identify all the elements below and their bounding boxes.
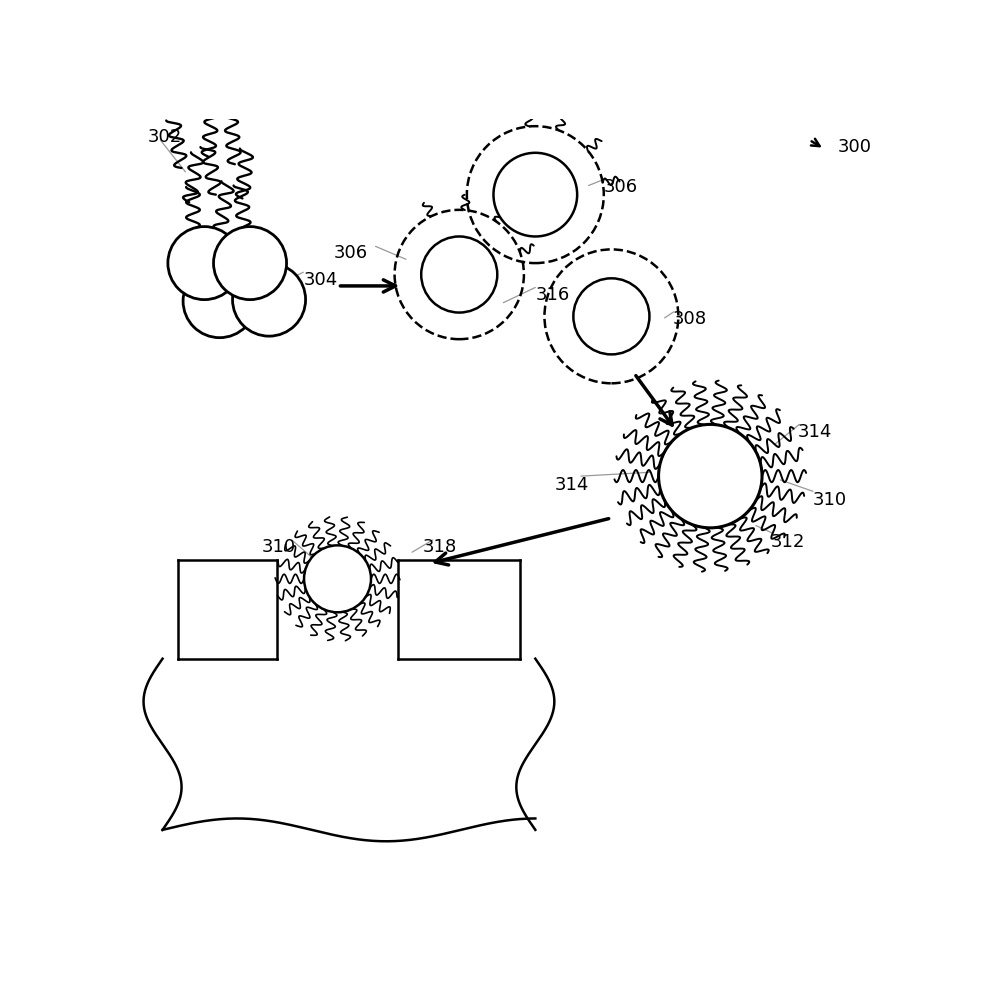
Circle shape [493, 153, 577, 236]
Circle shape [421, 236, 497, 312]
Circle shape [304, 545, 371, 613]
Text: 318: 318 [423, 538, 457, 556]
Circle shape [183, 265, 256, 338]
Text: 314: 314 [798, 423, 832, 441]
Text: 300: 300 [838, 137, 872, 155]
Text: 312: 312 [771, 534, 806, 551]
Circle shape [659, 425, 762, 528]
Circle shape [168, 226, 241, 299]
Text: 308: 308 [672, 310, 706, 328]
Text: 302: 302 [147, 127, 182, 145]
Text: 316: 316 [535, 286, 570, 304]
Text: 310: 310 [813, 491, 847, 510]
Text: 304: 304 [303, 271, 338, 288]
Circle shape [233, 263, 306, 336]
Text: 306: 306 [334, 244, 368, 262]
Circle shape [214, 226, 287, 299]
Circle shape [573, 279, 649, 355]
Text: 310: 310 [261, 538, 296, 556]
Text: 314: 314 [554, 476, 589, 494]
Text: 306: 306 [604, 178, 638, 196]
